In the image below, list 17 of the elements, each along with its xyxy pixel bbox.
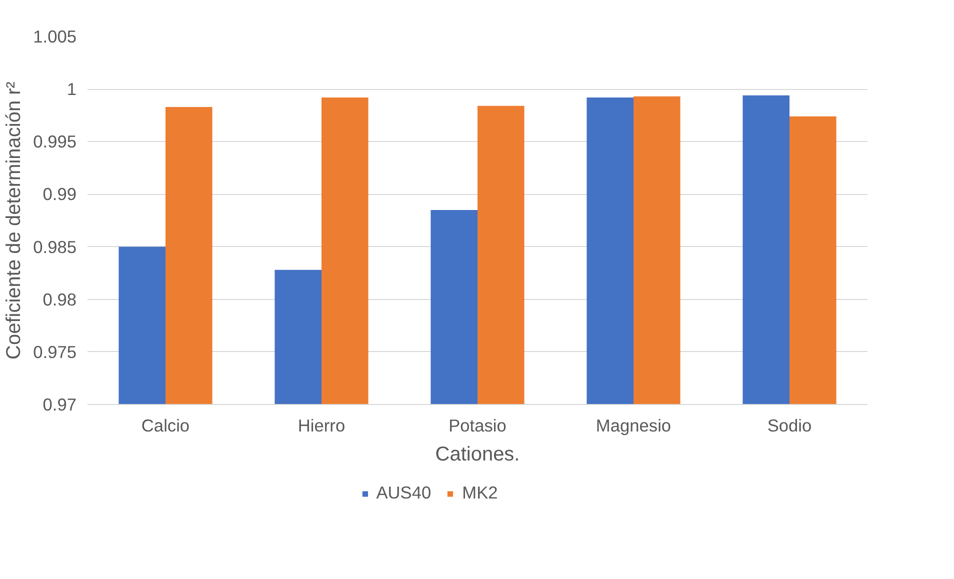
y-tick-label: 0.975 bbox=[33, 342, 77, 362]
y-axis-title: Coeficiente de determinación r² bbox=[3, 81, 26, 360]
y-tick-label: 0.99 bbox=[42, 184, 77, 204]
y-tick-label: 0.995 bbox=[33, 132, 77, 152]
y-tick-label: 0.97 bbox=[42, 394, 77, 414]
x-tick-label: Sodio bbox=[767, 416, 812, 436]
x-tick-label: Potasio bbox=[448, 416, 506, 436]
x-axis-title: Cationes. bbox=[435, 444, 520, 466]
y-tick-label: 0.985 bbox=[33, 236, 77, 257]
y-tick-label: 1.005 bbox=[33, 26, 77, 46]
y-tick-label: 1 bbox=[66, 79, 77, 100]
x-tick-label: Magnesio bbox=[596, 416, 672, 436]
y-tick-label: 0.98 bbox=[42, 289, 77, 310]
legend-label: AUS40 bbox=[376, 482, 432, 504]
legend-label: MK2 bbox=[462, 482, 498, 504]
x-tick-label: Calcio bbox=[141, 416, 190, 436]
x-tick-label: Hierro bbox=[298, 416, 346, 436]
